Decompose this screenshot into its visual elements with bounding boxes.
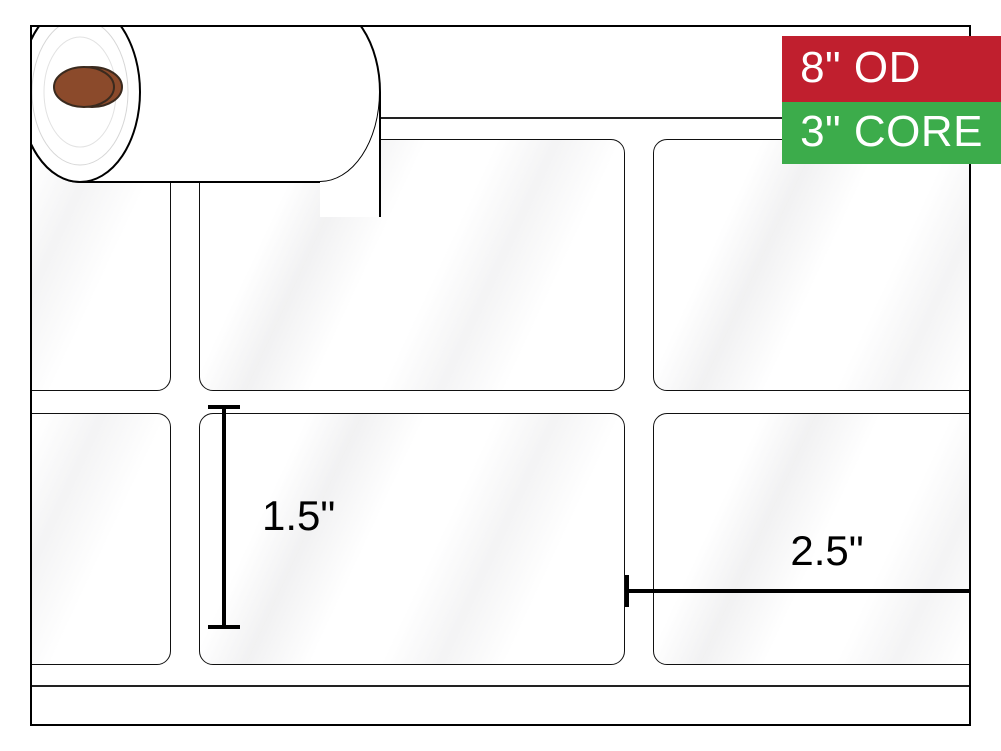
width-dimension: 2.5"	[617, 527, 971, 647]
diagram-canvas: 1.5" 2.5" 8" OD 3" CORE	[0, 0, 1001, 751]
label-cell	[30, 413, 171, 665]
dimension-cap	[208, 405, 240, 409]
height-dimension: 1.5"	[202, 397, 502, 637]
label-roll-icon	[30, 25, 390, 217]
height-value: 1.5"	[262, 492, 335, 540]
dimension-cap	[625, 575, 629, 607]
core-badge: 3" CORE	[782, 102, 1001, 164]
dimension-line	[627, 589, 971, 593]
label-cell	[653, 139, 971, 391]
od-badge: 8" OD	[782, 36, 1001, 102]
width-value: 2.5"	[617, 527, 971, 575]
dimension-cap	[208, 625, 240, 629]
spec-badges: 8" OD 3" CORE	[782, 36, 1001, 164]
dimension-line	[222, 407, 226, 627]
